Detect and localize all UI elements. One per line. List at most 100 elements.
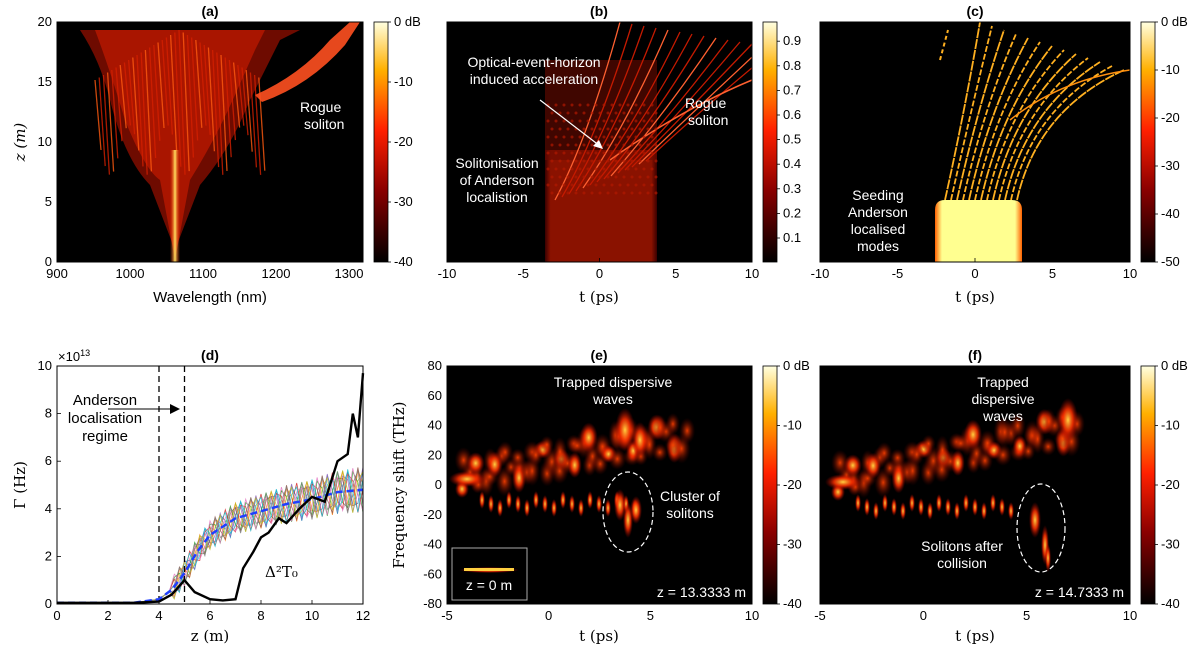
panel-e-blob [579,422,598,453]
panel-e-cb-label: -40 [783,596,802,611]
panel-b-texture-dot [590,111,594,115]
panel-e-cb-label: 0 dB [783,358,810,373]
panel-d-ylabel: Γ (Hz) [11,461,29,509]
panel-e-xtick-label: 5 [647,608,654,623]
panel-b-texture-dot [582,111,586,115]
panel-c-track [980,45,1053,201]
panel-b-texture-dot [570,151,574,155]
panel-f-colorbar-labels: 0 dB -10 -20 -30 -40 [1155,358,1188,611]
panel-b-texture-dot [590,159,594,163]
panel-f-cb-label: 0 dB [1161,358,1188,373]
panel-e-xlabel: t (ps) [579,627,619,645]
panel-a-fringe [136,54,144,167]
panel-b-texture-dot [646,175,650,179]
panel-b-texture-dot [618,183,622,187]
panel-c-heatmap [935,22,1130,262]
panel-a-fringe [153,44,161,141]
panel-b-texture-dot [586,183,590,187]
panel-b-texture-dot [610,103,614,107]
panel-b-texture-dot [566,175,570,179]
panel-b-texture-dot [622,127,626,131]
panel-b-texture-dot [654,111,658,115]
panel-b-texture-dot [654,191,658,195]
panel-b-texture-dot [618,135,622,139]
panel-a-fringe [115,67,123,142]
panel-d-xtick-label: 2 [104,608,111,623]
panel-b-texture-dot [554,183,558,187]
panel-b-track [631,43,752,168]
panel-c-early-track [939,29,949,61]
panel-f-soliton-streak [909,494,915,512]
panel-d-xtick-label: 8 [257,608,264,623]
panel-b-texture-dot [546,183,550,187]
panel-f-blob [889,448,906,467]
panel-b-texture-dot [634,103,638,107]
panel-e-ytick-label: -20 [423,507,442,522]
panel-f-soliton-streak [855,494,861,512]
panel-b-texture-dot [626,167,630,171]
panel-b-texture-dot [630,159,634,163]
panel-c-track [950,25,993,201]
panel-b-texture-dot [630,127,634,131]
panel-b-texture-dot [574,159,578,163]
panel-b-texture-dot [602,119,606,123]
panel-e-soliton-streak [515,495,521,513]
panel-e-soliton-streak [524,499,530,517]
panel-b-texture-dot [582,143,586,147]
panel-a-ytick-label: 5 [45,194,52,209]
panel-c-track [1016,69,1125,201]
panel-b-texture-dot [630,111,634,115]
panel-e-blob [672,433,691,464]
panel-b-texture-dot [614,143,618,147]
panel-e-ytick-label: 0 [435,477,442,492]
panel-e-ytick-label: -80 [423,596,442,611]
panel-b-texture-dot [654,127,658,131]
panel-b-texture-dot [654,159,658,163]
panel-f-blob [950,449,965,476]
panel-e-ytick-label: 40 [428,418,442,433]
panel-b-texture-dot [598,111,602,115]
panel-e-ytick-label: -60 [423,566,442,581]
panel-a-fringe [94,79,102,151]
panel-b-texture-dot [638,191,642,195]
panel-b-texture-dot [546,119,550,123]
panel-e: z = 0 m -5 0 5 80 80 (e) Trapped dispers… [390,347,810,645]
panel-b-texture-dot [558,127,562,131]
panel-a-fringe [140,52,148,175]
panel-a-xtick-label: 1000 [116,266,145,281]
panel-f-blob [1009,412,1026,439]
panel-a-cb-label: -20 [394,134,413,149]
panel-a-fringe [207,47,216,152]
panel-b-texture-dot [566,159,570,163]
panel-d-ytick-label: 8 [45,406,52,421]
panel-b-texture-dot [578,151,582,155]
panel-b-texture-dot [622,143,626,147]
panel-e-ytick-label: 80 [428,358,442,373]
panel-b-texture-dot [590,175,594,179]
panel-e-inset-xtick-3: 5 [518,533,525,548]
panel-b-texture-dot [570,183,574,187]
panel-d-xtick-label: 10 [305,608,319,623]
panel-b-track [561,23,633,198]
panel-e-soliton-streak [551,499,557,517]
panel-b-texture-dot [562,167,566,171]
panel-f-cb-label: -20 [1161,477,1180,492]
panel-f-annotation-collision: collision [937,555,987,571]
panel-c-cb-label: -40 [1161,206,1180,221]
panel-f-xlabel: t (ps) [955,627,995,645]
panel-b-colorbar-labels: 0.9 0.8 0.7 0.6 0.5 0.4 0.3 0.2 0.1 [777,33,801,245]
panel-b-texture-dot [598,191,602,195]
panel-a-fringe [169,34,178,151]
panel-d-xlabel: z (m) [191,627,230,645]
panel-a-cb-label: -40 [394,254,413,269]
panel-b-texture-dot [578,167,582,171]
panel-b-texture-dot [598,127,602,131]
panel-e-title: (e) [590,347,607,363]
panel-e-cb-label: -30 [783,537,802,552]
panel-f-title: (f) [968,347,982,363]
panel-e-blob [466,452,485,475]
panel-d-ytick-label: 10 [38,358,52,373]
panel-b-texture-dot [582,127,586,131]
panel-e-cluster-blob [632,422,648,458]
panel-c-ticks: -10 -5 0 5 10 [811,258,1137,281]
